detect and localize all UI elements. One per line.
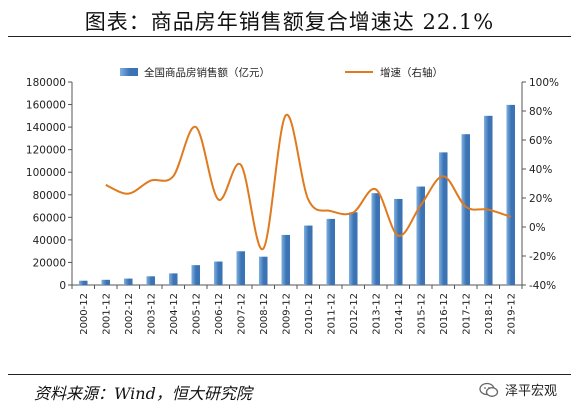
bar	[371, 193, 381, 285]
x-tick-label: 2018-12	[484, 293, 495, 335]
bar	[281, 234, 291, 285]
x-tick-label: 2002-12	[124, 293, 135, 335]
y-left-tick-label: 20000	[33, 257, 66, 269]
bar	[461, 134, 471, 285]
x-tick-label: 2000-12	[79, 293, 90, 335]
x-tick-label: 2006-12	[214, 293, 225, 335]
x-tick-label: 2007-12	[236, 293, 247, 335]
bar	[168, 273, 178, 285]
x-tick-label: 2011-12	[326, 293, 337, 335]
y-right-tick-label: 100%	[529, 77, 559, 89]
legend-bar-swatch	[120, 68, 138, 76]
y-left-tick-label: 120000	[26, 145, 66, 157]
x-tick-label: 2014-12	[394, 293, 405, 335]
y-right-tick-label: 0%	[529, 222, 546, 234]
x-tick-label: 2005-12	[191, 293, 202, 335]
bar	[326, 218, 336, 285]
bar	[236, 251, 246, 285]
x-tick-label: 2019-12	[506, 293, 517, 335]
x-tick-label: 2004-12	[169, 293, 180, 335]
y-left-tick-label: 180000	[26, 77, 66, 89]
x-tick-label: 2003-12	[146, 293, 157, 335]
brand-name: 泽平宏观	[504, 384, 557, 399]
chart-title: 图表：商品房年销售额复合增速达 22.1%	[84, 10, 495, 34]
bar	[438, 152, 448, 285]
legend-bar-label: 全国商品房销售额（亿元）	[144, 66, 270, 79]
x-tick-label: 2001-12	[101, 293, 112, 335]
title-divider	[8, 36, 571, 37]
x-tick-label: 2012-12	[349, 293, 360, 335]
y-left-tick-label: 0	[59, 280, 66, 292]
source-note: 资料来源：Wind，恒大研究院	[34, 384, 252, 403]
brand-badge: 泽平宏观	[479, 380, 557, 399]
bar	[123, 278, 133, 285]
bar	[78, 280, 88, 285]
bar	[101, 279, 111, 285]
y-left-tick-label: 80000	[33, 190, 66, 202]
growth-line	[105, 114, 512, 250]
x-tick-label: 2010-12	[304, 293, 315, 335]
y-left-tick-label: 160000	[26, 100, 66, 112]
y-right-tick-label: 60%	[529, 135, 552, 147]
y-right-tick-label: -40%	[529, 280, 556, 292]
bar	[483, 115, 493, 285]
x-tick-label: 2009-12	[281, 293, 292, 335]
wechat-icon	[479, 382, 499, 397]
bar	[146, 276, 156, 285]
y-left-tick-label: 100000	[26, 167, 66, 179]
x-tick-label: 2016-12	[439, 293, 450, 335]
y-right-tick-label: 80%	[529, 106, 552, 118]
y-right-tick-label: -20%	[529, 251, 556, 263]
x-tick-label: 2015-12	[416, 293, 427, 335]
legend-line-label: 增速（右轴）	[380, 66, 443, 79]
y-left-tick-label: 60000	[33, 212, 66, 224]
x-tick-label: 2008-12	[259, 293, 270, 335]
y-left-tick-label: 140000	[26, 122, 66, 134]
bar	[348, 212, 358, 285]
y-right-tick-label: 20%	[529, 193, 552, 205]
bar	[416, 186, 426, 285]
bar	[258, 256, 268, 285]
chart-area: 0 20000 40000 60000 80000 100000 120000 140000 1…	[26, 66, 559, 335]
y-left-tick-label: 40000	[33, 235, 66, 247]
bar	[213, 261, 223, 285]
x-tick-label: 2013-12	[371, 293, 382, 335]
bar	[191, 265, 201, 285]
footer-divider	[8, 374, 571, 375]
x-tick-label: 2017-12	[461, 293, 472, 335]
y-right-tick-label: 40%	[529, 164, 552, 176]
bar	[393, 198, 403, 285]
bar	[506, 104, 516, 285]
bar	[303, 225, 313, 285]
